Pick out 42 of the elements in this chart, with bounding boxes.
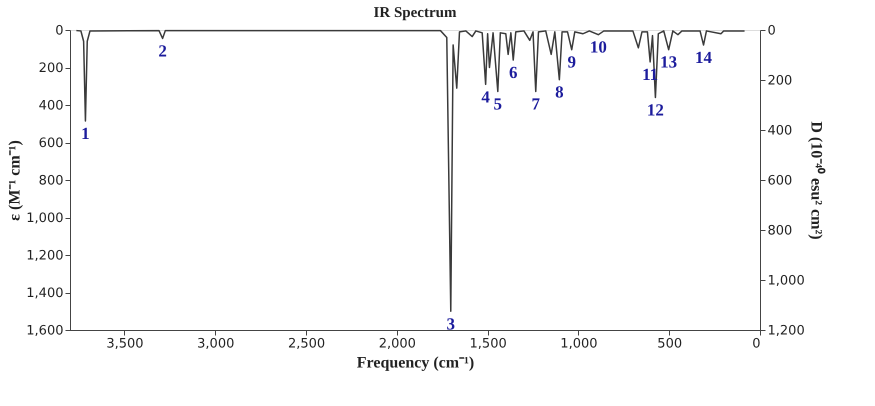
x-axis-title: Frequency (cm⁻¹) <box>356 354 474 372</box>
annotation: 5 <box>494 94 502 114</box>
y-tick-label: 1,200 <box>26 248 64 264</box>
x-tick-label: 3,000 <box>197 336 234 352</box>
annotation: 12 <box>646 100 664 120</box>
y-tick-label: 1,600 <box>26 324 64 338</box>
y2-tick-label: 0 <box>768 24 776 38</box>
y2-tick-label: 1,000 <box>768 274 805 288</box>
annotation: 14 <box>695 48 713 67</box>
line-series <box>76 30 746 312</box>
y-tick-label: 0 <box>55 24 64 38</box>
x-tick-label: 1,000 <box>560 336 598 352</box>
x-tick-label: 2,000 <box>378 336 416 352</box>
annotation: 2 <box>158 41 167 60</box>
chart-title: IR Spectrum <box>374 5 457 21</box>
y2-tick-label: 800 <box>768 224 792 238</box>
y-tick-label: 1,000 <box>26 211 64 226</box>
y-tick-label: 200 <box>38 61 64 76</box>
x-tick-label: 2,500 <box>288 336 326 352</box>
annotation: 1 <box>81 124 90 143</box>
y-tick-label: 400 <box>38 98 64 114</box>
y2-axis-title: D (10⁻⁴⁰ esu² cm²) <box>808 121 826 240</box>
annotation: 3 <box>446 314 456 334</box>
y-tick-label: 1,400 <box>26 286 64 301</box>
annotation: 8 <box>555 82 564 102</box>
x-tick-label: 0 <box>752 336 760 352</box>
x-tick-label: 3,500 <box>106 336 144 352</box>
annotation: 6 <box>508 63 518 82</box>
y-axis-title: ε (M⁻¹ cm⁻¹) <box>6 140 24 221</box>
annotation: 4 <box>481 87 490 106</box>
annotation: 9 <box>567 52 576 72</box>
y2-tick-label: 600 <box>768 174 792 188</box>
annotation: 10 <box>590 38 607 57</box>
x-tick-label: 500 <box>657 336 682 352</box>
y2-tick-label: 1,200 <box>768 324 805 338</box>
y2-tick-label: 400 <box>768 124 792 138</box>
y-tick-label: 600 <box>38 136 64 151</box>
annotation: 7 <box>532 94 540 114</box>
annotation: 13 <box>660 52 678 72</box>
x-tick-label: 1,500 <box>470 336 507 352</box>
y2-tick-label: 200 <box>768 74 792 88</box>
y-tick-label: 800 <box>38 174 64 188</box>
